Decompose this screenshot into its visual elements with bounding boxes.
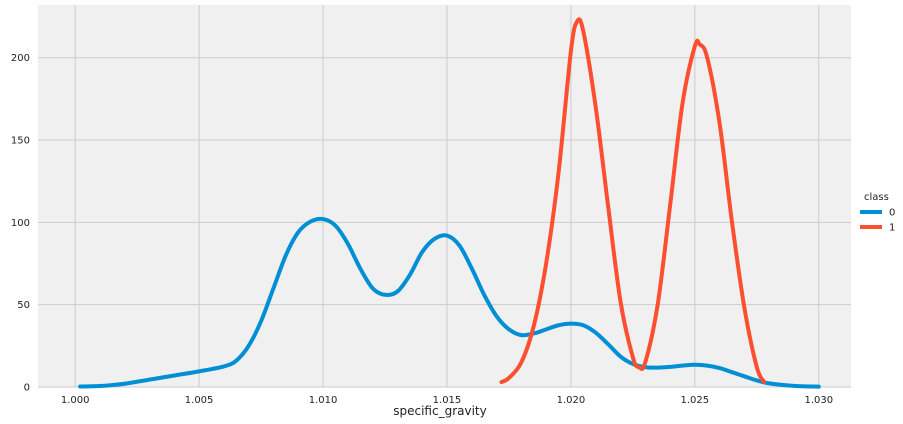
y-axis: 0 50 100 150 200 — [11, 53, 30, 393]
legend-label-1: 1 — [889, 223, 895, 234]
series-line-1 — [499, 17, 767, 385]
y-tick-label: 50 — [17, 300, 30, 311]
x-tick-label: 1.005 — [185, 395, 214, 406]
y-tick-label: 0 — [24, 383, 30, 394]
series-line-0 — [78, 216, 821, 389]
series-layer — [78, 17, 821, 389]
y-tick-label: 100 — [11, 218, 30, 229]
legend-label-0: 0 — [889, 208, 895, 219]
x-tick-label: 1.015 — [433, 395, 462, 406]
grid-lines — [38, 5, 851, 388]
x-tick-label: 1.025 — [681, 395, 710, 406]
x-tick-label: 1.030 — [804, 395, 833, 406]
x-tick-label: 1.010 — [309, 395, 338, 406]
x-axis-label: specific_gravity — [393, 404, 487, 418]
x-tick-label: 1.000 — [61, 395, 90, 406]
plot-background — [38, 5, 851, 387]
x-axis: 1.000 1.005 1.010 1.015 1.020 1.025 1.030 — [61, 395, 833, 406]
y-tick-label: 150 — [11, 136, 30, 147]
x-tick-label: 1.020 — [557, 395, 586, 406]
y-tick-label: 200 — [11, 53, 30, 64]
legend: class 0 1 — [860, 192, 895, 234]
legend-title: class — [864, 192, 889, 203]
